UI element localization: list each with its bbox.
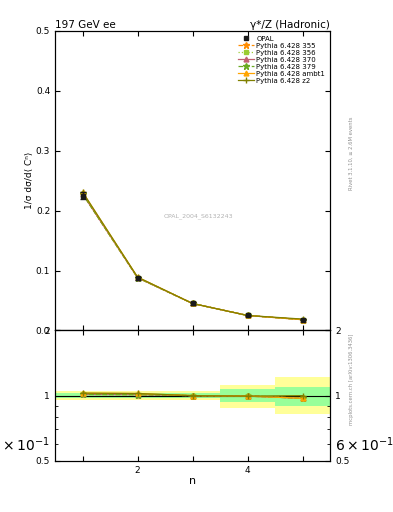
Text: OPAL_2004_S6132243: OPAL_2004_S6132243 — [163, 214, 233, 220]
Legend: OPAL, Pythia 6.428 355, Pythia 6.428 356, Pythia 6.428 370, Pythia 6.428 379, Py: OPAL, Pythia 6.428 355, Pythia 6.428 356… — [237, 34, 327, 85]
Line: Pythia 6.428 355: Pythia 6.428 355 — [79, 190, 306, 323]
X-axis label: n: n — [189, 476, 196, 486]
Pythia 6.428 ambt1 — [300, 316, 305, 323]
Pythia 6.428 356 — [300, 316, 305, 323]
Pythia 6.428 355 — [135, 274, 140, 281]
Text: 197 GeV ee: 197 GeV ee — [55, 20, 116, 30]
Pythia 6.428 356 — [190, 301, 195, 307]
Pythia 6.428 379 — [245, 312, 250, 318]
Pythia 6.428 379 — [80, 190, 85, 197]
Pythia 6.428 379 — [135, 274, 140, 281]
Pythia 6.428 356 — [80, 190, 85, 197]
Pythia 6.428 370 — [190, 301, 195, 307]
Pythia 6.428 ambt1 — [80, 189, 85, 195]
Pythia 6.428 355 — [190, 301, 195, 307]
Pythia 6.428 379 — [300, 316, 305, 323]
Pythia 6.428 379 — [190, 301, 195, 307]
Pythia 6.428 z2 — [245, 312, 250, 318]
Pythia 6.428 370 — [245, 312, 250, 318]
Y-axis label: 1/σ dσ/d⟨ Cⁿ⟩: 1/σ dσ/d⟨ Cⁿ⟩ — [26, 152, 35, 209]
Pythia 6.428 ambt1 — [245, 312, 250, 318]
Pythia 6.428 z2 — [190, 301, 195, 307]
Pythia 6.428 370 — [80, 190, 85, 197]
Pythia 6.428 355 — [300, 316, 305, 323]
Line: Pythia 6.428 z2: Pythia 6.428 z2 — [80, 189, 305, 322]
Pythia 6.428 355 — [245, 312, 250, 318]
Pythia 6.428 356 — [135, 274, 140, 281]
Pythia 6.428 z2 — [300, 316, 305, 322]
Pythia 6.428 370 — [300, 316, 305, 323]
Pythia 6.428 ambt1 — [190, 301, 195, 307]
Pythia 6.428 355 — [80, 190, 85, 197]
Line: Pythia 6.428 370: Pythia 6.428 370 — [80, 191, 305, 322]
Pythia 6.428 370 — [135, 274, 140, 281]
Pythia 6.428 356 — [245, 312, 250, 318]
Line: Pythia 6.428 356: Pythia 6.428 356 — [80, 191, 305, 322]
Pythia 6.428 ambt1 — [135, 274, 140, 280]
Text: Rivet 3.1.10, ≥ 2.6M events: Rivet 3.1.10, ≥ 2.6M events — [349, 117, 354, 190]
Pythia 6.428 z2 — [80, 189, 85, 195]
Pythia 6.428 z2 — [135, 274, 140, 280]
Line: Pythia 6.428 379: Pythia 6.428 379 — [79, 190, 306, 323]
Text: γ*/Z (Hadronic): γ*/Z (Hadronic) — [250, 20, 330, 30]
Text: mcplots.cern.ch [arXiv:1306.3436]: mcplots.cern.ch [arXiv:1306.3436] — [349, 333, 354, 424]
Line: Pythia 6.428 ambt1: Pythia 6.428 ambt1 — [80, 189, 305, 322]
